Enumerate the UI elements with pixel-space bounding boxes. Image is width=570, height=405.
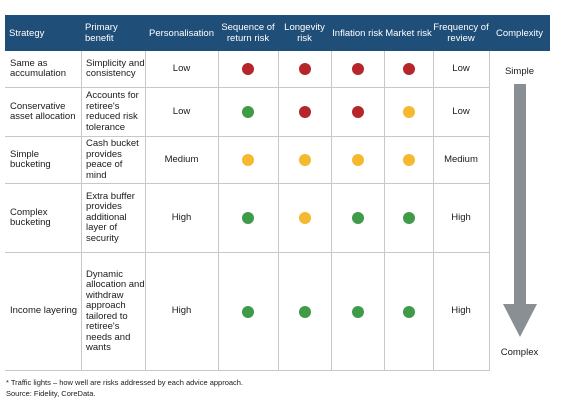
personalisation-cell: Medium xyxy=(164,153,199,165)
frequency-cell: High xyxy=(451,211,471,223)
strategy-table: Strategy Primary benefit Personalisation… xyxy=(5,15,550,371)
strategy-cell: Income layering xyxy=(10,305,78,317)
column-divider xyxy=(145,51,146,371)
longevity-traffic-light xyxy=(298,154,311,166)
strategy-cell: Complex bucketing xyxy=(10,206,51,228)
sequence-cell xyxy=(218,184,278,252)
market-cell xyxy=(384,184,433,252)
inflation-traffic-light xyxy=(351,212,364,224)
market-cell xyxy=(384,88,433,136)
longevity-cell xyxy=(278,137,331,183)
frequency-cell: Low xyxy=(452,105,470,117)
longevity-cell xyxy=(278,184,331,252)
source-note: Source: Fidelity, CoreData. xyxy=(6,389,96,398)
frequency-cell: High xyxy=(451,305,471,317)
sequence-traffic-light xyxy=(242,154,254,166)
market-traffic-light xyxy=(402,212,415,224)
table-header: Strategy Primary benefit Personalisation… xyxy=(5,15,550,51)
arrow-head xyxy=(503,304,537,337)
column-divider xyxy=(433,51,434,371)
table-row: Conservative asset allocation Accounts fo… xyxy=(5,88,489,137)
personalisation-cell: High xyxy=(171,305,192,317)
header-frequency: Frequency of review xyxy=(433,22,489,44)
column-divider xyxy=(489,51,490,371)
inflation-cell xyxy=(331,51,384,87)
benefit-cell: Accounts for retiree's reduced risk tole… xyxy=(86,90,139,133)
longevity-cell xyxy=(278,51,331,87)
table-row: Complex bucketing Extra buffer provides a… xyxy=(5,184,489,253)
sequence-traffic-light xyxy=(242,106,254,118)
sequence-traffic-light xyxy=(242,63,254,75)
header-strategy: Strategy xyxy=(9,27,45,39)
header-primary-benefit: Primary benefit xyxy=(85,22,118,44)
market-traffic-light xyxy=(402,63,415,75)
header-personalisation: Personalisation xyxy=(149,27,214,39)
footnote: * Traffic lights – how well are risks ad… xyxy=(6,378,244,387)
table-row: Income layering Dynamic allocation and wi… xyxy=(5,253,489,371)
complexity-simple-label: Simple xyxy=(504,66,535,77)
complexity-complex-label: Complex xyxy=(500,347,539,358)
column-divider xyxy=(331,51,332,371)
column-divider xyxy=(218,51,219,371)
complexity-arrow xyxy=(503,84,537,337)
inflation-cell xyxy=(331,137,384,183)
header-market-risk: Market risk xyxy=(385,27,432,39)
table-row: Simple bucketing Cash bucket provides pea… xyxy=(5,137,489,184)
table-body: Simple Complex Same as accumulation Simpl… xyxy=(5,51,550,371)
header-complexity: Complexity xyxy=(496,27,543,39)
personalisation-cell: High xyxy=(171,211,192,223)
inflation-traffic-light xyxy=(351,154,364,166)
sequence-traffic-light xyxy=(242,305,254,318)
header-sequence-risk: Sequence of return risk xyxy=(221,22,275,44)
sequence-cell xyxy=(218,137,278,183)
inflation-cell xyxy=(331,253,384,370)
strategy-cell: Simple bucketing xyxy=(10,148,51,170)
inflation-traffic-light xyxy=(351,106,364,118)
column-divider xyxy=(384,51,385,371)
inflation-cell xyxy=(331,88,384,136)
personalisation-cell: Low xyxy=(172,105,191,117)
market-traffic-light xyxy=(402,106,415,118)
market-cell xyxy=(384,51,433,87)
table-row: Same as accumulation Simplicity and consi… xyxy=(5,51,489,88)
complexity-column: Simple Complex xyxy=(489,51,550,371)
longevity-cell xyxy=(278,88,331,136)
header-inflation-risk: Inflation risk xyxy=(332,27,383,39)
longevity-cell xyxy=(278,253,331,370)
market-cell xyxy=(384,253,433,370)
market-traffic-light xyxy=(402,305,415,318)
market-traffic-light xyxy=(402,154,415,166)
frequency-cell: Medium xyxy=(444,153,478,165)
longevity-traffic-light xyxy=(298,212,311,224)
benefit-cell: Extra buffer provides additional layer o… xyxy=(86,190,135,244)
inflation-cell xyxy=(331,184,384,252)
inflation-traffic-light xyxy=(351,63,364,75)
personalisation-cell: Low xyxy=(172,62,191,74)
sequence-cell xyxy=(218,51,278,87)
sequence-cell xyxy=(218,88,278,136)
longevity-traffic-light xyxy=(298,305,311,318)
sequence-traffic-light xyxy=(242,212,254,224)
arrow-shaft xyxy=(514,84,526,304)
longevity-traffic-light xyxy=(298,106,311,118)
strategy-cell: Conservative asset allocation xyxy=(10,100,76,122)
strategy-cell: Same as accumulation xyxy=(10,57,66,79)
sequence-cell xyxy=(218,253,278,370)
market-cell xyxy=(384,137,433,183)
header-longevity-risk: Longevity risk xyxy=(284,22,325,44)
benefit-cell: Simplicity and consistency xyxy=(86,57,145,79)
frequency-cell: Low xyxy=(452,62,470,74)
benefit-cell: Dynamic allocation and withdraw approach… xyxy=(86,268,145,353)
longevity-traffic-light xyxy=(298,63,311,75)
benefit-cell: Cash bucket provides peace of mind xyxy=(86,138,139,181)
inflation-traffic-light xyxy=(351,305,364,318)
column-divider xyxy=(81,51,82,371)
column-divider xyxy=(278,51,279,371)
